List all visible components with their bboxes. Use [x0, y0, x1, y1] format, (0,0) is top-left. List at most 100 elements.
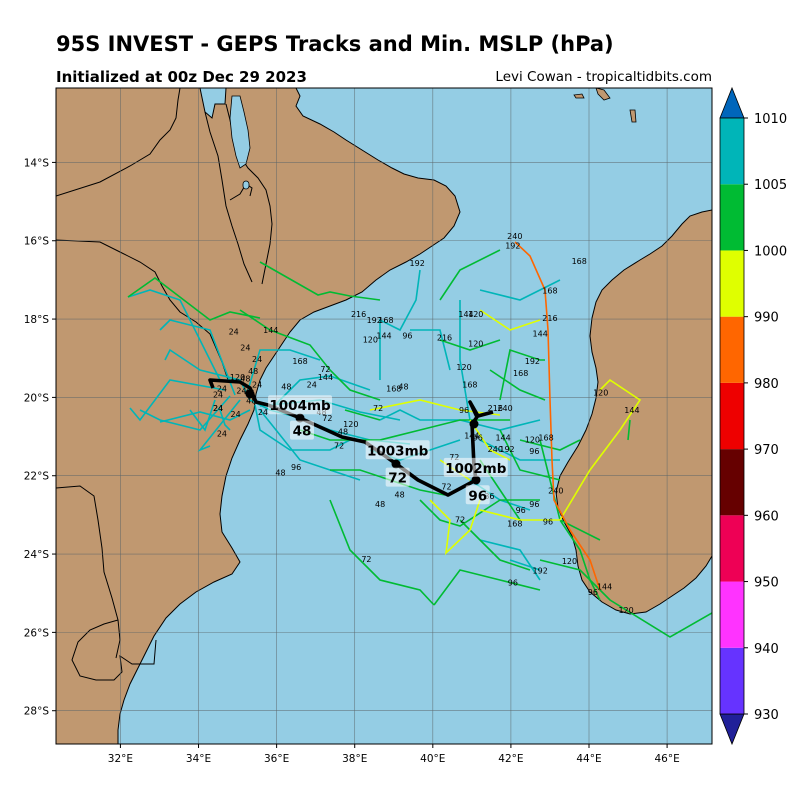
track-hour-label: 168 — [513, 369, 528, 378]
madagascar — [555, 209, 712, 615]
track-hour-label: 72 — [361, 555, 371, 564]
mean-track — [208, 378, 494, 497]
track-hour-label: 48 — [246, 396, 256, 405]
track-hour-label: 96 — [459, 406, 469, 415]
track-hour-label: 192 — [525, 357, 540, 366]
track-hour-label: 24 — [213, 404, 223, 413]
track-hour-label: 216 — [488, 404, 503, 413]
track-hour-label: 24 — [240, 343, 250, 352]
track-hour-label: 96 — [508, 578, 518, 587]
mean-pressure-label-bg — [443, 457, 508, 477]
track-hour-label: 96 — [473, 433, 483, 442]
mean-pressure-label: 1002mb — [445, 461, 507, 477]
lat-tick-label: 16°S — [24, 236, 50, 248]
mean-hour-label-bg — [385, 467, 410, 487]
track-hour-label: 48 — [398, 383, 408, 392]
track-hour-label: 216 — [351, 310, 366, 319]
colorbar-tick-label: 1000 — [754, 244, 787, 259]
lon-tick-label: 42°E — [498, 753, 523, 765]
track-hour-label: 48 — [395, 490, 405, 499]
track-hour-label: 144 — [495, 433, 510, 442]
lat-tick-label: 24°S — [24, 549, 50, 561]
track-hour-label: 240 — [488, 445, 503, 454]
track-hour-label: 168 — [462, 381, 477, 390]
mean-hour-label: 96 — [468, 488, 487, 504]
track-hour-label: 120 — [468, 310, 483, 319]
track-hour-label: 48 — [244, 388, 254, 397]
track-hour-label: 24 — [217, 385, 227, 394]
track-hour-label: 72 — [322, 414, 332, 423]
colorbar-tick-label: 990 — [754, 311, 779, 326]
mean-hour-label: 72 — [388, 471, 407, 487]
track-hour-label: 192 — [499, 445, 514, 454]
colorbar-tick-label: 940 — [754, 642, 779, 657]
lat-tick-label: 26°S — [24, 627, 50, 639]
mean-hour-label-bg — [290, 420, 314, 440]
track-hour-label: 144 — [376, 332, 391, 341]
colorbar-tick-label: 930 — [754, 708, 779, 723]
track-hour-label: 72 — [320, 365, 330, 374]
track-hour-label: 144 — [318, 373, 333, 382]
lat-tick-label: 22°S — [24, 471, 50, 483]
colorbar-segment — [720, 184, 744, 251]
track-hour-label: 192 — [367, 316, 382, 325]
track-hour-label: 240 — [497, 404, 512, 413]
track-hour-label: 96 — [588, 588, 598, 597]
track-hour-label: 24 — [252, 355, 262, 364]
colorbar-segment — [720, 316, 744, 383]
track-hour-label: 168 — [572, 257, 587, 266]
lat-tick-label: 18°S — [24, 314, 50, 326]
track-hour-label: 96 — [516, 506, 526, 515]
lon-tick-label: 46°E — [654, 753, 679, 765]
lon-tick-label: 38°E — [342, 753, 367, 765]
track-hour-label: 168 — [507, 520, 522, 529]
track-hour-label: 120 — [456, 363, 471, 372]
track-hour-label: 24 — [252, 381, 262, 390]
track-hour-label: 144 — [624, 406, 639, 415]
track-hour-label: 168 — [292, 357, 307, 366]
track-hour-label: 96 — [543, 518, 553, 527]
track-hour-label: 120 — [230, 373, 245, 382]
pressure-colorbar: 930 940 950 960 970 980 990 1000 1005 1010 — [719, 86, 787, 746]
track-hour-label: 96 — [529, 447, 539, 456]
colorbar-under-arrow — [719, 713, 745, 746]
track-hour-label: 72 — [455, 516, 465, 525]
tracks-yellow — [369, 309, 642, 556]
track-hour-label: 168 — [378, 316, 393, 325]
track-hour-label: 72 — [441, 482, 451, 491]
track-hour-label: 96 — [402, 332, 412, 341]
colorbar-segment — [720, 250, 744, 317]
track-hour-label: 120 — [525, 435, 540, 444]
track-hour-label: 144 — [533, 330, 548, 339]
mean-hour-label-bg — [465, 485, 490, 505]
track-hour-label: 168 — [386, 385, 401, 394]
lon-tick-label: 32°E — [108, 753, 133, 765]
country-borders — [56, 88, 273, 681]
colorbar-segment — [720, 449, 744, 516]
lon-tick-label: 40°E — [420, 753, 445, 765]
track-hour-label: 168 — [542, 287, 557, 296]
track-hour-label: 216 — [542, 314, 557, 323]
track-hour-label: 144 — [458, 310, 473, 319]
colorbar-segment — [720, 581, 744, 648]
colorbar-frame — [719, 117, 745, 715]
colorbar-tick-label: 950 — [754, 576, 779, 591]
track-hour-label: 48 — [375, 500, 385, 509]
mayotte-island — [629, 109, 637, 123]
track-hour-label: 24 — [229, 328, 239, 337]
colorbar-tick-label: 960 — [754, 509, 779, 524]
track-hour-label: 24 — [213, 390, 223, 399]
track-hour-label: 144 — [597, 582, 612, 591]
land-masses — [56, 88, 712, 744]
track-hour-label: 192 — [533, 567, 548, 576]
track-hour-label: 216 — [437, 334, 452, 343]
colorbar-segment — [720, 515, 744, 582]
lat-tick-label: 14°S — [24, 157, 50, 169]
lon-tick-label: 34°E — [186, 753, 211, 765]
track-hour-label: 48 — [275, 469, 285, 478]
colorbar-segment — [720, 118, 744, 185]
track-hour-label: 120 — [562, 557, 577, 566]
track-hour-label: 48 — [248, 367, 258, 376]
lat-tick-label: 20°S — [24, 392, 50, 404]
